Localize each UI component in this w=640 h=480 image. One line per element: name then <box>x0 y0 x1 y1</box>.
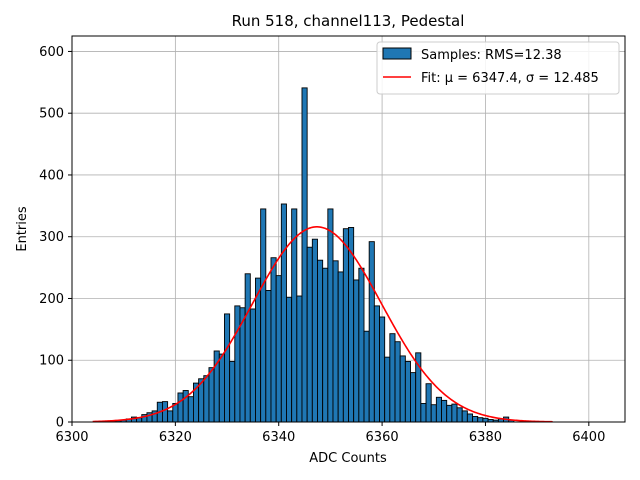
histogram-bar <box>477 417 484 423</box>
histogram-bar <box>167 410 174 423</box>
histogram-bar <box>410 372 417 423</box>
chart-title: Run 518, channel113, Pedestal <box>232 12 465 30</box>
histogram-bar <box>358 267 365 423</box>
histogram-bar <box>332 260 339 423</box>
y-tick-label: 100 <box>39 354 64 369</box>
histogram-bar <box>446 404 453 423</box>
histogram-bar <box>280 203 287 423</box>
x-tick-label: 6360 <box>366 430 399 445</box>
histogram-bar <box>353 279 360 423</box>
x-tick-label: 6380 <box>469 430 502 445</box>
histogram-bar <box>311 238 318 423</box>
histogram-bar <box>399 355 406 423</box>
histogram-bar <box>255 277 262 423</box>
histogram-bar <box>203 375 210 423</box>
histogram-bar <box>348 227 355 423</box>
histogram-bar <box>229 361 236 423</box>
histogram-bar <box>441 399 448 423</box>
histogram-bar <box>368 241 375 423</box>
histogram-bar <box>265 290 272 423</box>
y-axis: 0 100 200 300 400 500 600 <box>39 45 72 431</box>
histogram-bar <box>461 410 468 423</box>
x-tick-label: 6340 <box>262 430 295 445</box>
histogram-bar <box>363 330 370 423</box>
x-tick-label: 6320 <box>159 430 192 445</box>
histogram-bar <box>301 87 308 423</box>
legend-samples-label: Samples: RMS=12.38 <box>421 48 562 63</box>
legend-box <box>376 41 620 95</box>
y-axis-label: Entries <box>15 206 30 252</box>
histogram-bar <box>306 246 313 423</box>
histogram-bar <box>466 413 473 423</box>
histogram-bar <box>435 396 442 423</box>
histogram-bar <box>327 208 334 423</box>
histogram-bar <box>472 415 479 423</box>
histogram-bars <box>105 87 515 423</box>
histogram-bar <box>296 295 303 423</box>
y-tick-label: 400 <box>39 168 64 183</box>
histogram-bar <box>187 396 194 423</box>
histogram-bar <box>394 341 401 423</box>
histogram-bar <box>317 259 324 423</box>
histogram-bar <box>177 392 184 423</box>
fit-curve <box>92 226 553 423</box>
y-tick-label: 500 <box>39 107 64 122</box>
histogram-bar <box>234 305 241 423</box>
histogram-bar <box>260 208 267 423</box>
y-tick-label: 200 <box>39 292 64 307</box>
histogram-bar <box>373 305 380 423</box>
histogram-bar <box>249 308 256 423</box>
y-tick-label: 0 <box>56 416 64 431</box>
histogram-bar <box>404 361 411 423</box>
histogram-bar <box>379 316 386 423</box>
x-axis: 6300 6320 6340 6360 6380 6400 <box>55 422 605 445</box>
histogram-bar <box>342 228 349 423</box>
x-tick-label: 6400 <box>572 430 605 445</box>
histogram-bar <box>451 403 458 423</box>
x-tick-label: 6300 <box>55 430 88 445</box>
histogram-bar <box>482 417 489 423</box>
histogram-bar <box>208 367 215 423</box>
legend-samples-swatch <box>382 47 412 60</box>
x-axis-label: ADC Counts <box>309 451 387 466</box>
histogram-bar <box>384 356 391 423</box>
histogram-bar <box>270 257 277 423</box>
histogram-bar <box>389 333 396 423</box>
y-tick-label: 600 <box>39 45 64 60</box>
histogram-bar <box>286 296 293 423</box>
legend-fit-label: Fit: μ = 6347.4, σ = 12.485 <box>421 71 599 86</box>
histogram-bar <box>218 353 225 423</box>
legend: Samples: RMS=12.38 Fit: μ = 6347.4, σ = … <box>376 41 620 95</box>
histogram-bar <box>161 401 169 423</box>
histogram-bar <box>420 403 427 423</box>
plot-frame <box>71 35 626 423</box>
histogram-bar <box>322 267 329 423</box>
histogram-bar <box>425 383 432 423</box>
histogram-bar <box>456 407 463 423</box>
histogram-bar <box>430 404 437 423</box>
histogram-bar <box>224 313 231 423</box>
histogram-bar <box>244 273 251 423</box>
histogram-bar <box>275 275 282 423</box>
histogram-bar <box>337 271 344 423</box>
y-tick-label: 300 <box>39 230 64 245</box>
